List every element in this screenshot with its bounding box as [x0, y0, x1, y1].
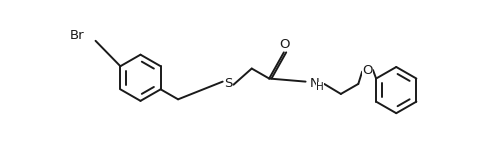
Text: O: O	[279, 38, 290, 51]
Text: Br: Br	[70, 29, 85, 42]
Text: N: N	[310, 77, 320, 90]
Text: O: O	[362, 64, 373, 77]
Text: H: H	[316, 82, 324, 92]
Text: S: S	[224, 77, 232, 90]
